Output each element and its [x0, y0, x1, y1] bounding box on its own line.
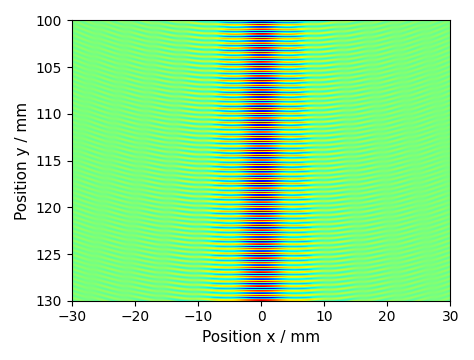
Y-axis label: Position y / mm: Position y / mm [15, 102, 30, 220]
X-axis label: Position x / mm: Position x / mm [202, 330, 320, 345]
